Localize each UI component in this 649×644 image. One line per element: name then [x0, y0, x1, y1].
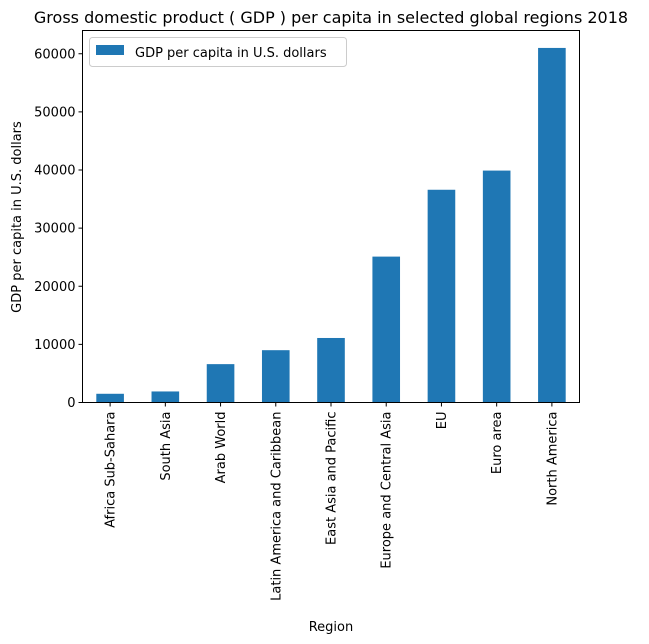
bar [261, 350, 290, 403]
bar [482, 170, 511, 403]
y-tick-label: 40000 [34, 164, 75, 179]
y-axis-label: GDP per capita in U.S. dollars [10, 121, 25, 313]
legend-box [89, 37, 347, 67]
bar [96, 393, 124, 403]
y-tick-label: 30000 [34, 222, 75, 237]
x-tick-label: Euro area [490, 412, 505, 475]
x-axis-label: Region [309, 620, 354, 635]
bar [317, 337, 345, 403]
y-tick-label: 20000 [34, 280, 75, 295]
y-tick-label: 10000 [34, 338, 75, 353]
x-tick-label: Europe and Central Asia [380, 412, 395, 569]
x-tick-label: North America [545, 412, 560, 506]
x-axis: Africa Sub-Sahara South Asia Arab World Lat… [104, 402, 560, 601]
bars-layer [96, 47, 566, 403]
x-tick-label: Latin America and Caribbean [269, 412, 284, 601]
y-tick-label: 60000 [34, 47, 75, 62]
y-axis: 0 10000 20000 30000 40000 50000 60000 [34, 47, 83, 411]
bar [151, 391, 180, 403]
x-tick-label: South Asia [159, 412, 174, 481]
legend: GDP per capita in U.S. dollars [89, 37, 347, 67]
x-tick-label: Africa Sub-Sahara [104, 412, 119, 528]
x-tick-label: Arab World [214, 412, 229, 484]
bar [538, 47, 566, 403]
legend-swatch [96, 45, 124, 55]
x-tick-label: EU [435, 412, 450, 430]
plot-frame [82, 30, 580, 403]
y-tick-label: 50000 [34, 105, 75, 120]
bar [206, 364, 235, 403]
x-tick-label: East Asia and Pacific [325, 412, 340, 545]
bar [372, 256, 401, 403]
y-tick-label: 0 [67, 396, 75, 411]
legend-label: GDP per capita in U.S. dollars [135, 46, 327, 61]
bar [427, 189, 456, 403]
chart-title: Gross domestic product ( GDP ) per capit… [34, 8, 628, 27]
